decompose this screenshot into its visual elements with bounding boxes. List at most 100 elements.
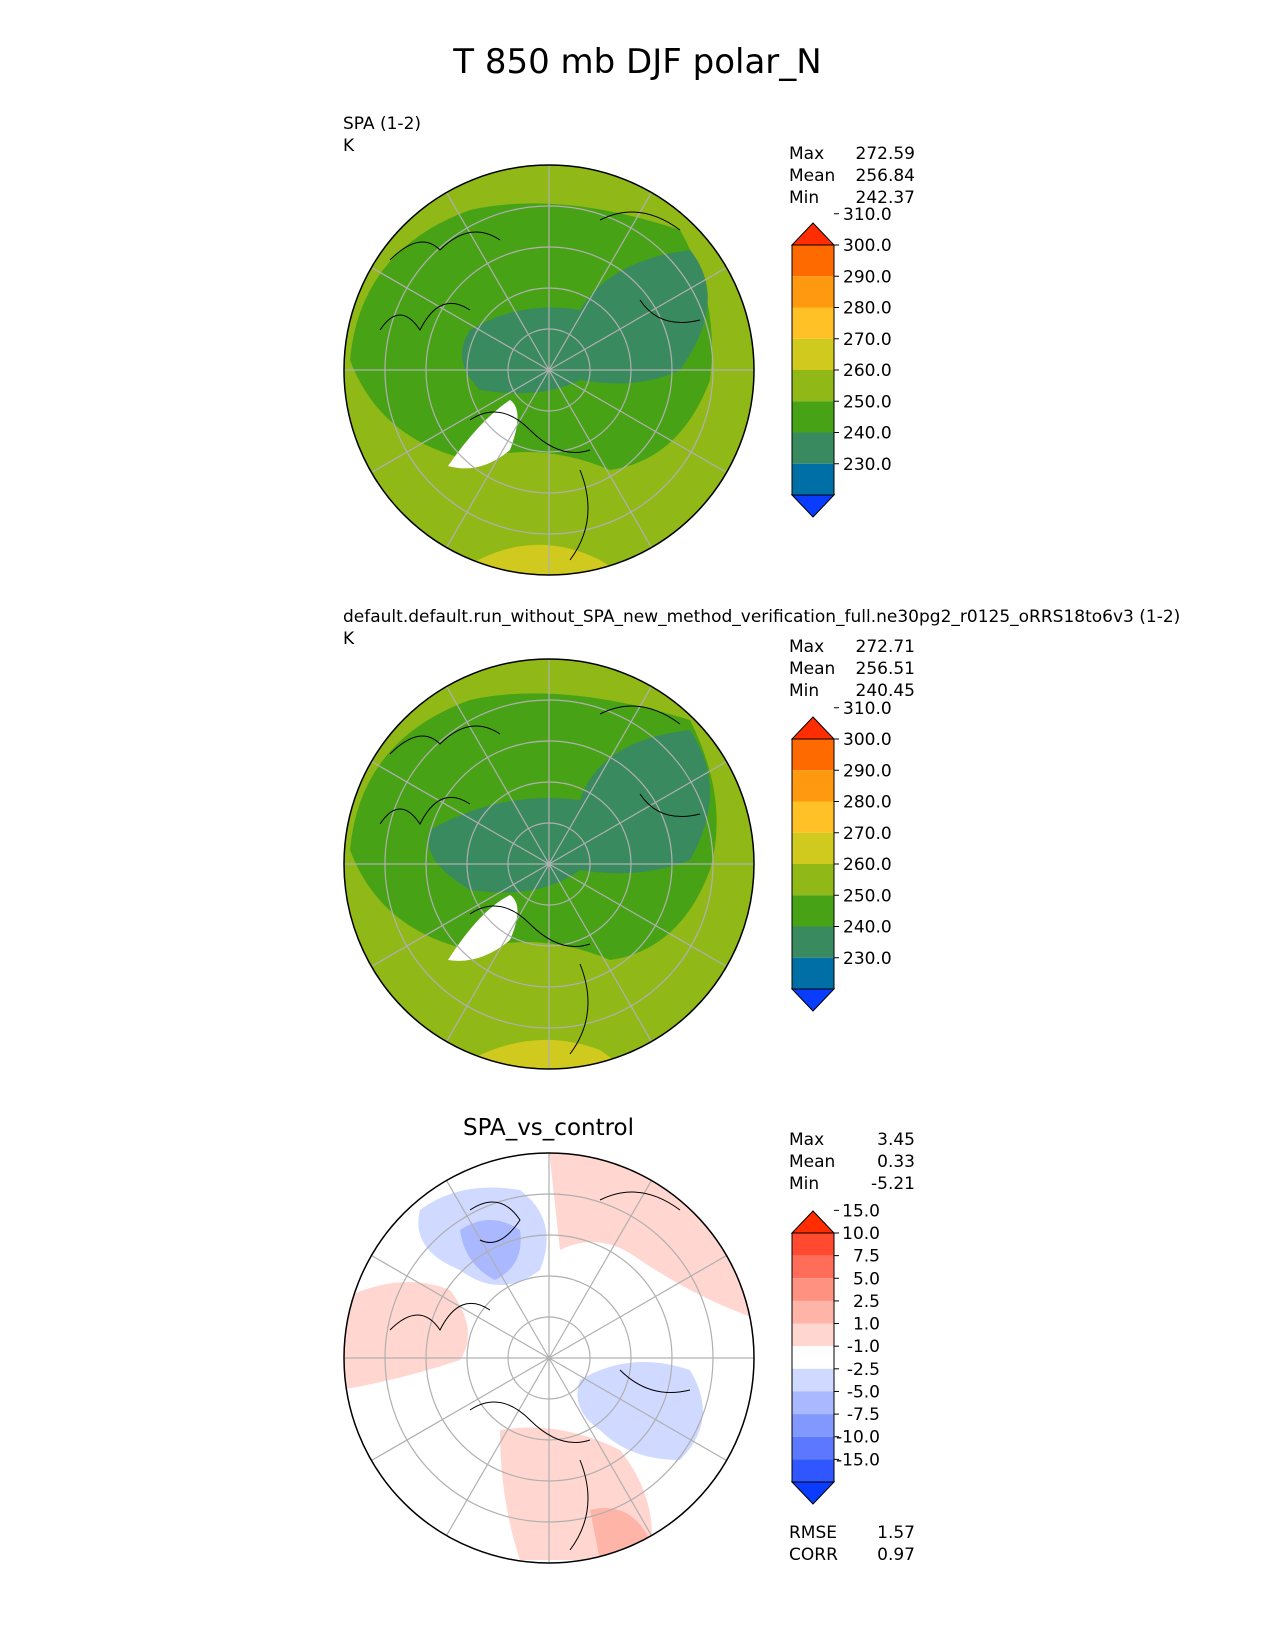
colorbar-segment <box>792 739 834 771</box>
panel-1-gridlines <box>344 165 754 575</box>
panel-2-band-250 <box>428 730 710 893</box>
panel-3-extra-stats: RMSE 1.57 CORR 0.97 <box>789 1522 915 1566</box>
panel-3-stats: Max 3.45 Mean 0.33 Min -5.21 <box>789 1129 915 1195</box>
colorbar-segment <box>792 276 834 308</box>
colorbar-segment <box>792 895 834 927</box>
panel-3-stat-mean: Mean 0.33 <box>789 1152 915 1172</box>
colorbar-segment <box>792 957 834 989</box>
colorbar-tick-label: 280.0 <box>843 793 892 813</box>
colorbar-tick-label: 10.0 <box>842 1224 880 1244</box>
colorbar-extend-max <box>790 1210 836 1234</box>
colorbar-tick-label: 250.0 <box>843 886 892 906</box>
panel-3-title: SPA_vs_control <box>462 1115 635 1141</box>
colorbar-tick-label: 2.5 <box>853 1292 880 1312</box>
colorbar-tick-label: 280.0 <box>843 299 892 319</box>
panel-2-colorbar: 230.0 240.0 250.0 260.0 270.0 280.0 290.0 300.0… <box>790 699 892 1012</box>
colorbar-segment <box>792 401 834 433</box>
colorbar-tick-label: 15.0 <box>842 1201 880 1221</box>
colorbar-segment <box>792 370 834 402</box>
meridian-line <box>548 863 727 968</box>
panel-1-stats: Max 272.59 Mean 256.84 Min 242.37 <box>789 143 915 209</box>
colorbar-segment <box>792 1368 834 1392</box>
meridian-line <box>548 863 653 1042</box>
panel-2-band-280 <box>440 1039 640 1069</box>
panel-1-stat-max: Max 272.59 <box>789 144 915 164</box>
panel-3-stat-min: Min -5.21 <box>789 1174 915 1194</box>
panel-1-stat-min: Min 242.37 <box>789 188 915 208</box>
panel-2-title: default.default.run_without_SPA_new_meth… <box>343 606 1180 650</box>
colorbar-segment <box>792 1233 834 1256</box>
meridian-line <box>548 1357 727 1462</box>
colorbar-segment <box>792 1323 834 1347</box>
meridian-line <box>371 1254 550 1359</box>
colorbar-tick-label: 5.0 <box>853 1269 880 1289</box>
panel-1-map <box>343 164 755 576</box>
panel-2-title-text: default.default.run_without_SPA_new_meth… <box>343 607 1181 627</box>
colorbar-extend-min <box>790 988 836 1012</box>
colorbar-tick-label: 260.0 <box>843 855 892 875</box>
colorbar-tick-label: 300.0 <box>843 730 892 750</box>
panel-1-band-250 <box>462 250 708 394</box>
panel-2-gridlines <box>344 659 754 1069</box>
colorbar-extend-max <box>790 716 836 740</box>
panel-1-title: SPA (1-2) K <box>343 113 421 157</box>
panel-2-map <box>343 658 755 1070</box>
panel-2-stats: Max 272.71 Mean 256.51 Min 240.45 <box>789 636 915 702</box>
panel-2-coastline-icon <box>379 705 701 1055</box>
colorbar-tick-label: -10.0 <box>836 1428 880 1448</box>
colorbar-tick-label: 270.0 <box>843 824 892 844</box>
colorbar-segment <box>792 338 834 370</box>
colorbar-tick-label: 230.0 <box>843 949 892 969</box>
panel-3-stat-rmse: RMSE 1.57 <box>789 1523 915 1543</box>
panel-3-colorbar: -15.0-10.0 -7.5 -5.0-2.5 -1.01.0 2.5 5.07.5 10… <box>790 1201 880 1505</box>
colorbar-tick-label: 290.0 <box>843 761 892 781</box>
meridian-line <box>548 369 727 474</box>
meridian-line <box>445 1357 550 1536</box>
colorbar-segment <box>792 926 834 958</box>
panel-1-coastlines <box>379 211 701 561</box>
colorbar-tick-label: 230.0 <box>843 455 892 475</box>
colorbar-tick-label: 300.0 <box>843 236 892 256</box>
colorbar-segment <box>792 1436 834 1460</box>
meridian-line <box>548 192 653 371</box>
panel-3-coastlines <box>389 1191 691 1551</box>
colorbar-tick-label: -15.0 <box>836 1450 880 1470</box>
colorbar-segment <box>792 1278 834 1301</box>
figure-title: T 850 mb DJF polar_N <box>453 42 822 82</box>
panel-2-coastlines <box>379 705 701 1055</box>
colorbar-tick-label: 270.0 <box>843 330 892 350</box>
meridian-line <box>371 1357 550 1462</box>
colorbar-segment <box>792 1391 834 1415</box>
panel-2-stat-max: Max 272.71 <box>789 637 915 657</box>
colorbar-tick-label: 240.0 <box>843 918 892 938</box>
colorbar-segment <box>792 1414 834 1437</box>
colorbar-segment <box>792 307 834 339</box>
colorbar-tick-label: -2.5 <box>847 1360 880 1380</box>
meridian-line <box>445 1180 550 1359</box>
colorbar-segment <box>792 463 834 495</box>
meridian-line <box>445 686 550 865</box>
panel-2-stat-min: Min 240.45 <box>789 681 915 701</box>
colorbar-tick-label: 290.0 <box>843 267 892 287</box>
meridian-line <box>548 686 653 865</box>
colorbar-segment <box>792 801 834 833</box>
colorbar-segment <box>792 432 834 464</box>
colorbar-segment <box>792 1346 834 1369</box>
colorbar-tick-label: 1.0 <box>853 1315 880 1335</box>
panel-2-greenland <box>448 895 518 961</box>
colorbar-extend-min <box>790 1481 836 1505</box>
panel-1-coastline-icon <box>379 211 701 561</box>
panel-3-map <box>343 1152 755 1564</box>
panel-2-stat-mean: Mean 256.51 <box>789 659 915 679</box>
colorbar-tick-label: 240.0 <box>843 424 892 444</box>
panel-1-stat-mean: Mean 256.84 <box>789 166 915 186</box>
panel-1-map-border <box>343 164 755 576</box>
colorbar-segment <box>792 864 834 896</box>
meridian-line <box>548 1357 653 1536</box>
meridian-line <box>548 369 653 548</box>
meridian-line <box>445 369 550 548</box>
meridian-line <box>548 760 727 865</box>
meridian-line <box>548 1254 727 1359</box>
meridian-line <box>548 266 727 371</box>
